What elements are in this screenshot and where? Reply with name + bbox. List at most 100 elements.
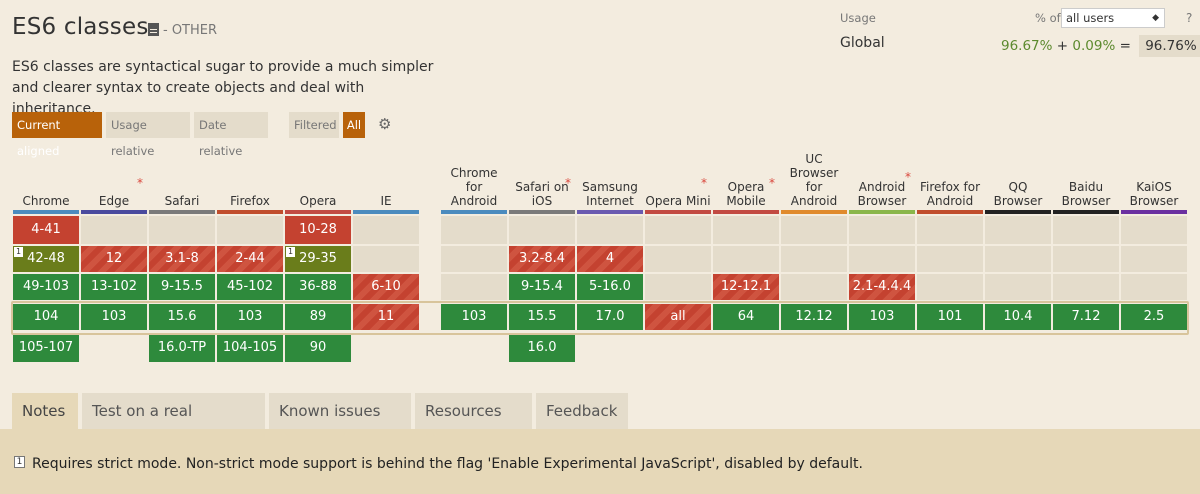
browser-header-android-browser: Android Browser * bbox=[849, 150, 915, 208]
browser-bar-qq-browser bbox=[985, 210, 1051, 214]
page-title: ES6 classes bbox=[12, 14, 149, 40]
support-cell[interactable]: 4-41 bbox=[13, 216, 79, 244]
support-cell[interactable]: 45-102 bbox=[217, 274, 283, 300]
tab-resources[interactable]: Resources (5) bbox=[415, 393, 532, 456]
empty-cell bbox=[917, 274, 983, 300]
browser-name: QQ Browser bbox=[993, 180, 1043, 208]
support-cell[interactable]: 64 bbox=[713, 304, 779, 330]
support-cell[interactable]: 13-102 bbox=[81, 274, 147, 300]
version-label: 89 bbox=[309, 309, 327, 324]
support-cell[interactable]: 4 bbox=[577, 246, 643, 272]
support-cell[interactable]: 11 bbox=[353, 304, 419, 330]
browser-header-safari: Safari bbox=[149, 150, 215, 208]
version-label: 103 bbox=[869, 309, 895, 324]
usage-label: Usage bbox=[840, 11, 876, 25]
browser-name: Safari bbox=[164, 194, 200, 208]
empty-cell bbox=[985, 216, 1051, 244]
version-label: 101 bbox=[937, 309, 963, 324]
note-text: Requires strict mode. Non-strict mode su… bbox=[32, 456, 863, 472]
version-label: 103 bbox=[101, 309, 127, 324]
browser-bar-uc-browser-for-android bbox=[781, 210, 847, 214]
filtered-button[interactable]: Filtered bbox=[289, 112, 339, 138]
notes-panel bbox=[0, 429, 1200, 494]
support-cell[interactable]: 103 bbox=[849, 304, 915, 330]
support-cell[interactable]: 89 bbox=[285, 304, 351, 330]
support-cell[interactable]: 29-35 1 bbox=[285, 246, 351, 272]
support-cell[interactable]: 90 bbox=[285, 334, 351, 362]
empty-cell bbox=[849, 246, 915, 272]
usage-relative-button[interactable]: Usage relative bbox=[106, 112, 190, 158]
support-cell[interactable]: 2.1-4.4.4 bbox=[849, 274, 915, 300]
support-cell[interactable]: 103 bbox=[441, 304, 507, 330]
browser-name: Android Browser bbox=[857, 180, 907, 208]
support-cell[interactable]: 2-44 bbox=[217, 246, 283, 272]
usage-values: 96.67% + 0.09% = 96.76% bbox=[1001, 35, 1200, 57]
browser-bar-samsung-internet bbox=[577, 210, 643, 214]
support-cell[interactable]: 104-105 bbox=[217, 334, 283, 362]
support-cell[interactable]: 12.12 bbox=[781, 304, 847, 330]
browser-name: Opera Mobile bbox=[726, 180, 766, 208]
version-label: 15.5 bbox=[527, 309, 557, 324]
browser-bar-safari-on-ios bbox=[509, 210, 575, 214]
current-version-row bbox=[11, 301, 1189, 335]
support-cell[interactable]: 101 bbox=[917, 304, 983, 330]
partial-percent: 0.09% bbox=[1072, 38, 1116, 54]
support-cell[interactable]: 10.4 bbox=[985, 304, 1051, 330]
support-cell[interactable]: 9-15.5 bbox=[149, 274, 215, 300]
date-relative-button[interactable]: Date relative bbox=[194, 112, 268, 158]
support-cell[interactable]: 15.5 bbox=[509, 304, 575, 330]
gear-icon[interactable]: ⚙ bbox=[378, 115, 392, 133]
document-icon[interactable] bbox=[148, 23, 159, 36]
empty-cell bbox=[509, 216, 575, 244]
tab-notes[interactable]: Notes bbox=[12, 393, 78, 429]
support-cell[interactable]: 42-48 1 bbox=[13, 246, 79, 272]
support-cell[interactable]: 2.5 bbox=[1121, 304, 1187, 330]
support-cell[interactable]: 7.12 bbox=[1053, 304, 1119, 330]
browser-name: Firefox for Android bbox=[919, 180, 981, 208]
version-label: 103 bbox=[461, 309, 487, 324]
tab-known-issues[interactable]: Known issues (0) bbox=[269, 393, 411, 456]
support-cell[interactable]: 3.1-8 bbox=[149, 246, 215, 272]
support-cell[interactable]: 15.6 bbox=[149, 304, 215, 330]
support-cell[interactable]: all bbox=[645, 304, 711, 330]
version-label: 105-107 bbox=[18, 340, 74, 355]
browser-bar-kaios-browser bbox=[1121, 210, 1187, 214]
browser-bar-safari bbox=[149, 210, 215, 214]
support-cell[interactable]: 105-107 bbox=[13, 334, 79, 362]
empty-cell bbox=[1121, 216, 1187, 244]
version-label: 4-41 bbox=[31, 222, 61, 237]
version-label: 42-48 bbox=[27, 251, 65, 266]
support-cell[interactable]: 16.0-TP bbox=[149, 334, 215, 362]
support-cell[interactable]: 104 bbox=[13, 304, 79, 330]
support-cell[interactable]: 12-12.1 bbox=[713, 274, 779, 300]
empty-cell bbox=[441, 246, 507, 272]
support-cell[interactable]: 36-88 bbox=[285, 274, 351, 300]
support-cell[interactable]: 16.0 bbox=[509, 334, 575, 362]
feature-category: - OTHER bbox=[163, 23, 218, 38]
support-cell[interactable]: 103 bbox=[217, 304, 283, 330]
empty-cell bbox=[917, 246, 983, 272]
select-arrows-icon: ◆ bbox=[1152, 13, 1159, 23]
user-type-select[interactable]: all users ◆ bbox=[1061, 8, 1165, 28]
support-cell[interactable]: 9-15.4 bbox=[509, 274, 575, 300]
browser-bar-chrome-for-android bbox=[441, 210, 507, 214]
support-cell[interactable]: 49-103 bbox=[13, 274, 79, 300]
support-cell[interactable]: 17.0 bbox=[577, 304, 643, 330]
support-cell[interactable]: 5-16.0 bbox=[577, 274, 643, 300]
support-cell[interactable]: 10-28 bbox=[285, 216, 351, 244]
empty-cell bbox=[81, 216, 147, 244]
browser-name: Chrome for Android bbox=[450, 166, 498, 208]
version-label: 3.2-8.4 bbox=[518, 251, 566, 266]
all-button[interactable]: All bbox=[343, 112, 365, 138]
support-cell[interactable]: 12 bbox=[81, 246, 147, 272]
support-cell[interactable]: 103 bbox=[81, 304, 147, 330]
browser-bar-firefox-for-android bbox=[917, 210, 983, 214]
help-link[interactable]: ? bbox=[1186, 11, 1193, 25]
current-aligned-button[interactable]: Current aligned bbox=[12, 112, 102, 158]
tab-feedback[interactable]: Feedback bbox=[536, 393, 628, 429]
empty-cell bbox=[577, 216, 643, 244]
browser-name: UC Browser for Android bbox=[789, 152, 839, 208]
support-cell[interactable]: 6-10 bbox=[353, 274, 419, 300]
support-cell[interactable]: 3.2-8.4 bbox=[509, 246, 575, 272]
tab-test-real-browser[interactable]: Test on a real browser bbox=[82, 393, 265, 456]
